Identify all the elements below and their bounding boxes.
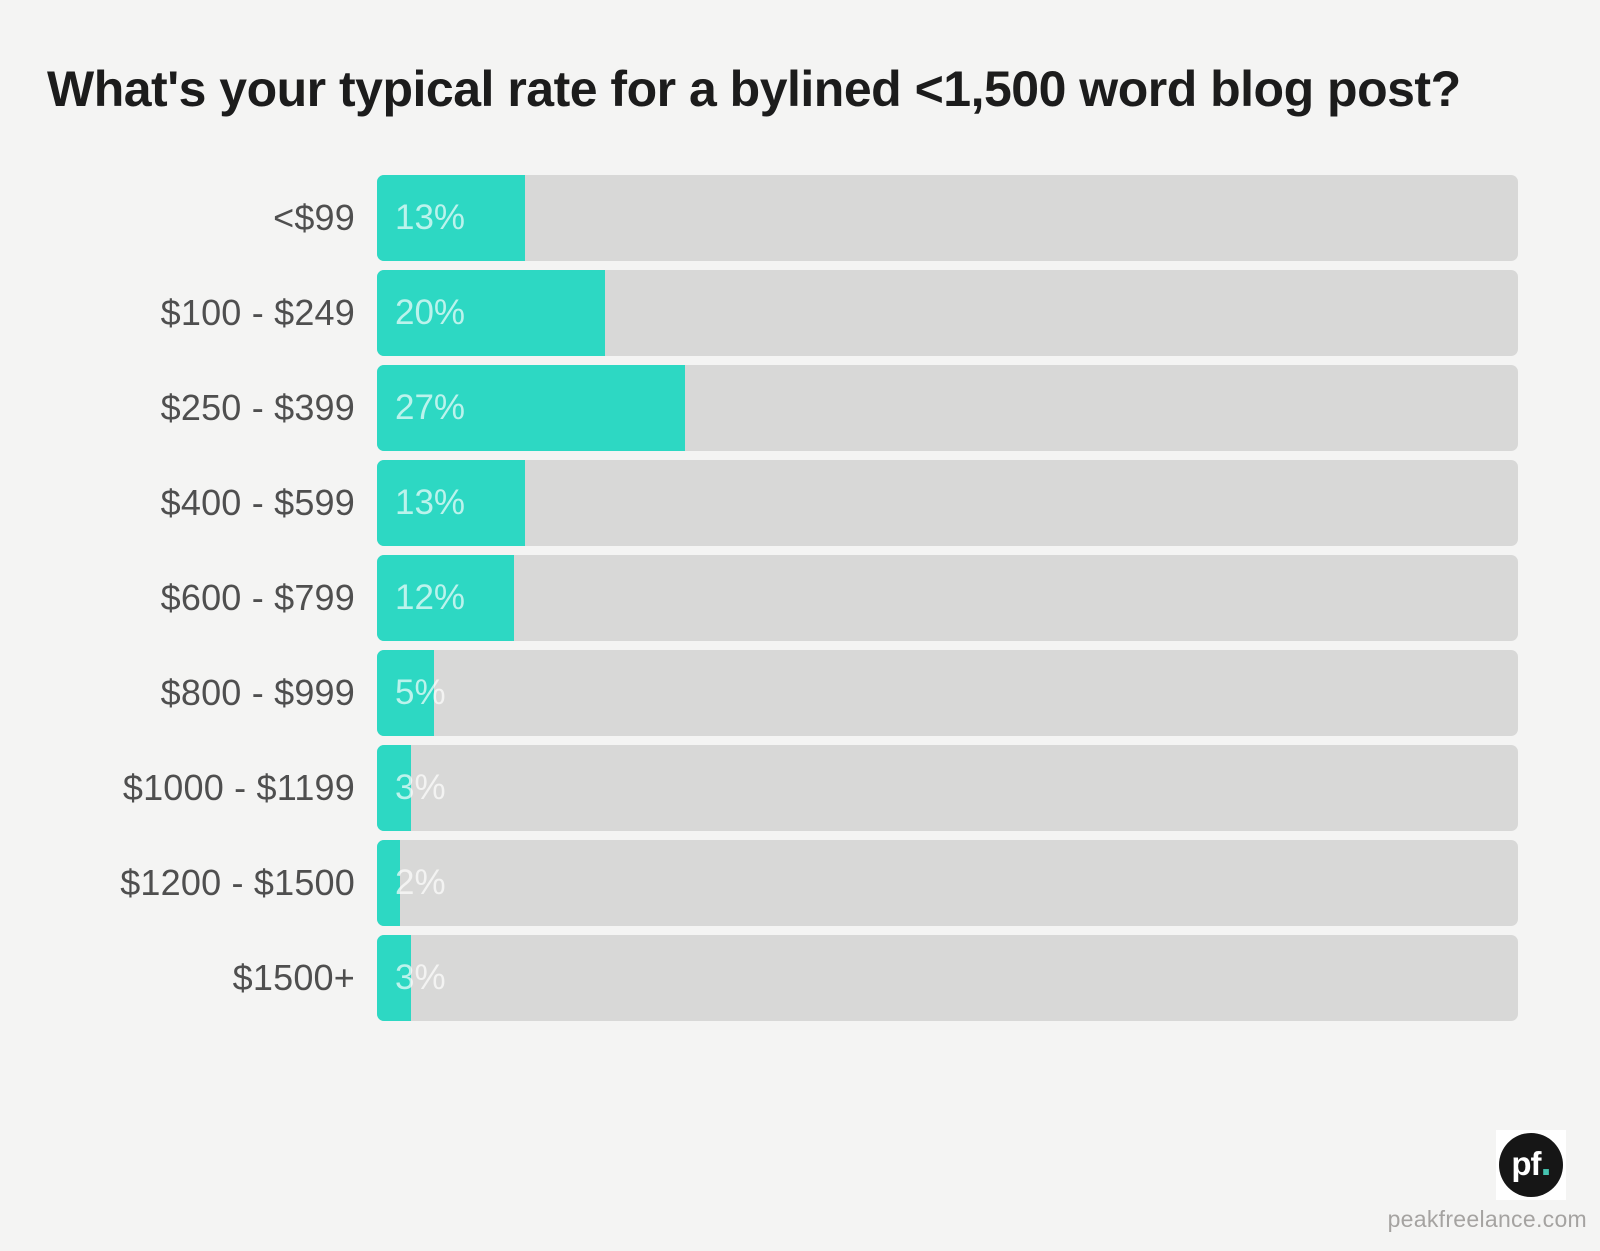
- value-label: 20%: [395, 293, 466, 332]
- bar-fill: [377, 555, 514, 641]
- chart-row: $250 - $399 27%: [0, 365, 1518, 451]
- category-label: $1200 - $1500: [120, 862, 355, 903]
- logo-text: pf.: [1511, 1139, 1551, 1184]
- bar-track: 13%: [377, 175, 1518, 261]
- bar-track: 20%: [377, 270, 1518, 356]
- category-label: $800 - $999: [160, 672, 355, 713]
- chart-row: $800 - $999 5%: [0, 650, 1518, 736]
- category-label: <$99: [273, 197, 355, 238]
- value-label: 3%: [395, 768, 446, 807]
- category-label: $1500+: [232, 957, 355, 998]
- chart-row: $1200 - $1500 2%: [0, 840, 1518, 926]
- bar-chart: <$99 13% $100 - $249 20% $250 - $399 27% $400 …: [0, 175, 1600, 1021]
- bar-fill: [377, 935, 412, 1021]
- chart-row: $600 - $799 12%: [0, 555, 1518, 641]
- bar-fill: [377, 270, 606, 356]
- bar-fill: [377, 365, 686, 451]
- value-label: 13%: [395, 483, 466, 522]
- value-label: 2%: [395, 863, 446, 902]
- bar-fill: [377, 745, 412, 831]
- category-label: $250 - $399: [160, 387, 355, 428]
- bar-track: 2%: [377, 840, 1518, 926]
- chart-title: What's your typical rate for a bylined <…: [47, 61, 1461, 117]
- bar-track: 12%: [377, 555, 1518, 641]
- chart-row: $400 - $599 13%: [0, 460, 1518, 546]
- value-label: 5%: [395, 673, 446, 712]
- bar-track: 3%: [377, 745, 1518, 831]
- value-label: 27%: [395, 388, 466, 427]
- category-label: $100 - $249: [160, 292, 355, 333]
- bar-track: 13%: [377, 460, 1518, 546]
- value-label: 3%: [395, 958, 446, 997]
- infographic-page: What's your typical rate for a bylined <…: [0, 60, 1600, 1251]
- bar-fill: [377, 460, 526, 546]
- chart-row: $1500+ 3%: [0, 935, 1518, 1021]
- website-url: peakfreelance.com: [1387, 1206, 1587, 1232]
- value-label: 13%: [395, 198, 466, 237]
- logo-dot: .: [1540, 1139, 1552, 1184]
- bar-track: 27%: [377, 365, 1518, 451]
- peakfreelance-logo: pf.: [1496, 1130, 1566, 1200]
- category-label: $400 - $599: [160, 482, 355, 523]
- bar-fill: [377, 175, 526, 261]
- chart-row: <$99 13%: [0, 175, 1518, 261]
- chart-row: $1000 - $1199 3%: [0, 745, 1518, 831]
- bar-track: 5%: [377, 650, 1518, 736]
- chart-row: $100 - $249 20%: [0, 270, 1518, 356]
- logo-circle: pf.: [1499, 1133, 1563, 1197]
- bar-fill: [377, 840, 400, 926]
- category-label: $1000 - $1199: [122, 767, 355, 808]
- bar-track: 3%: [377, 935, 1518, 1021]
- bar-fill: [377, 650, 435, 736]
- category-label: $600 - $799: [160, 577, 355, 618]
- value-label: 12%: [395, 578, 466, 617]
